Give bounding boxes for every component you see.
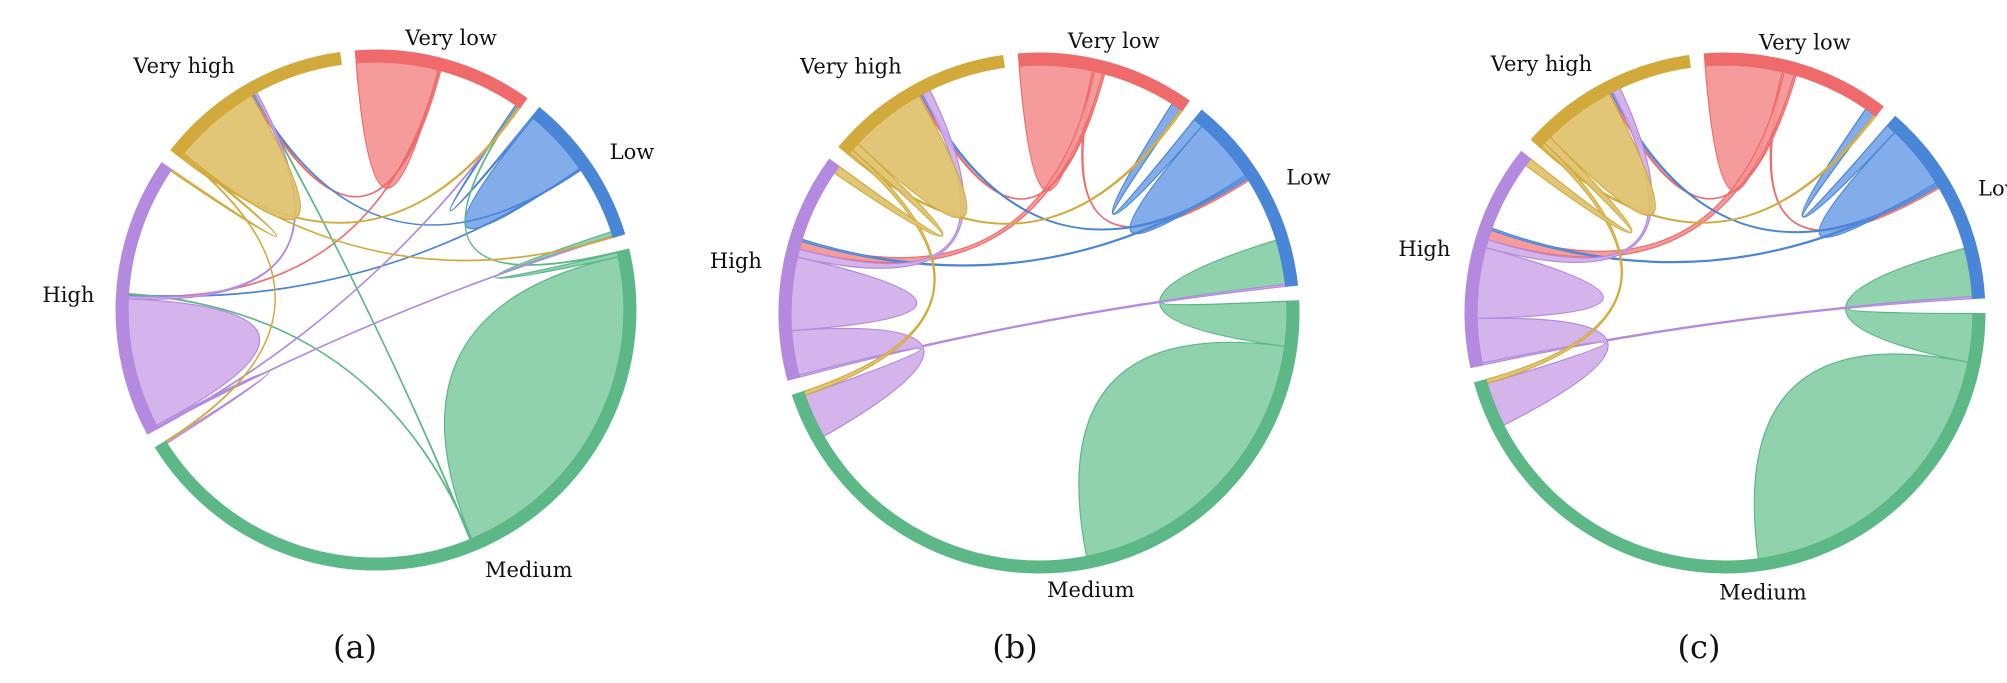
chord-ribbon [443,256,625,540]
caption-b: (b) [992,628,1037,666]
group-label-very-low: Very low [1067,29,1160,53]
group-label-very-low: Very low [1758,31,1851,55]
chord-panel-c: Very low Low Medium High Very high [1398,31,2007,605]
chord-ribbons [1476,64,1974,560]
group-arc-very-low [1017,52,1190,112]
group-label-medium: Medium [1719,580,1807,604]
chord-panel-a: Very low Low Medium High Very high [42,26,654,582]
chord-ribbons [127,61,625,541]
group-label-high: High [1398,237,1450,261]
group-arc-medium [1473,313,1986,574]
chord-ribbon [182,94,301,221]
group-label-high: High [710,249,762,273]
group-labels: Very low Low Medium High Very high [1398,31,2007,605]
group-labels: Very low Low Medium High Very high [710,29,1331,602]
group-labels: Very low Low Medium High Very high [42,26,654,582]
group-label-medium: Medium [1047,578,1135,602]
group-arc-very-high [838,54,1005,156]
group-label-high: High [42,283,94,307]
group-arc-very-high [1530,54,1691,149]
chord-ribbons [790,64,1288,558]
chord-panel-b: Very low Low Medium High Very high [710,29,1331,602]
group-arc-medium [154,248,637,571]
group-label-very-high: Very high [799,55,901,79]
group-label-low: Low [1978,176,2007,200]
group-arcs [1464,52,1986,574]
group-arc-low [531,106,626,239]
group-arc-low [1886,115,1986,300]
group-arc-high [115,162,173,435]
group-label-medium: Medium [485,558,573,582]
group-arc-very-low [1703,52,1884,117]
group-arcs [115,49,637,571]
chord-ribbon [790,256,918,332]
group-label-very-low: Very low [404,26,497,50]
group-arcs [778,52,1300,574]
group-arc-medium [791,300,1300,574]
group-label-very-high: Very high [132,54,234,78]
group-arc-low [1193,109,1299,287]
caption-c: (c) [1678,628,1721,666]
group-label-very-high: Very high [1490,52,1592,76]
group-arc-very-low [354,49,528,109]
group-label-low: Low [610,140,655,164]
group-label-low: Low [1286,166,1331,190]
caption-a: (a) [333,628,377,666]
group-arc-high [1464,150,1532,369]
group-arc-high [778,158,840,381]
group-arc-very-high [170,51,342,159]
chord-ribbon [355,61,440,189]
